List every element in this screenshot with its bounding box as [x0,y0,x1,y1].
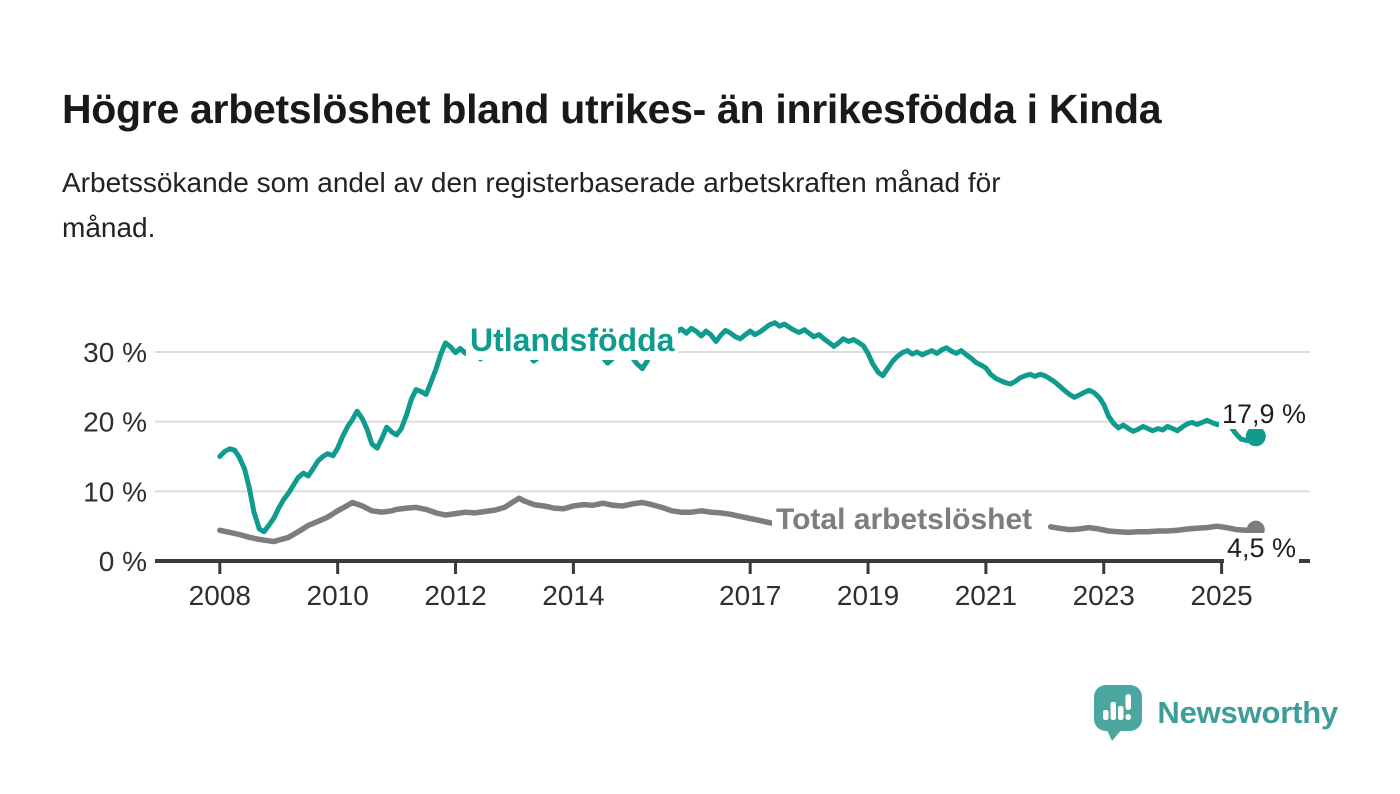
x-tick-label: 2021 [955,580,1017,611]
series-line-total [1047,523,1259,536]
y-tick-label: 10 % [83,476,147,507]
newsworthy-branding: Newsworthy [1093,684,1338,742]
page-subtitle: Arbetssökande som andel av den registerb… [62,160,1302,250]
subtitle-line-1: Arbetssökande som andel av den registerb… [62,167,1001,198]
series-end-dot-utlandsfodda [1245,426,1266,447]
x-tick-label: 2017 [719,580,781,611]
y-tick-label: 0 % [99,546,147,577]
end-value-label-total: 4,5 % [1224,533,1300,563]
x-tick-label: 2012 [424,580,486,611]
end-value-label-utlandsfodda: 17,9 % [1219,399,1310,429]
series-label-utlandsfodda: Utlandsfödda [466,320,679,360]
x-tick-label: 2023 [1073,580,1135,611]
series-line-utlandsfodda [217,320,1259,535]
newsworthy-wordmark: Newsworthy [1157,695,1338,730]
x-tick-label: 2025 [1190,580,1252,611]
page-title: Högre arbetslöshet bland utrikes- än inr… [62,86,1162,133]
y-tick-label: 20 % [83,407,147,438]
series-label-total-arbetsloshet: Total arbetslöshet [772,501,1037,539]
y-tick-label: 30 % [83,337,147,368]
x-tick-label: 2019 [837,580,899,611]
series-line-total [217,495,780,545]
subtitle-line-2: månad. [62,212,156,243]
x-tick-label: 2010 [307,580,369,611]
bar-chart-speech-bubble-icon [1094,685,1143,741]
x-tick-label: 2014 [542,580,604,611]
x-tick-label: 2008 [189,580,251,611]
